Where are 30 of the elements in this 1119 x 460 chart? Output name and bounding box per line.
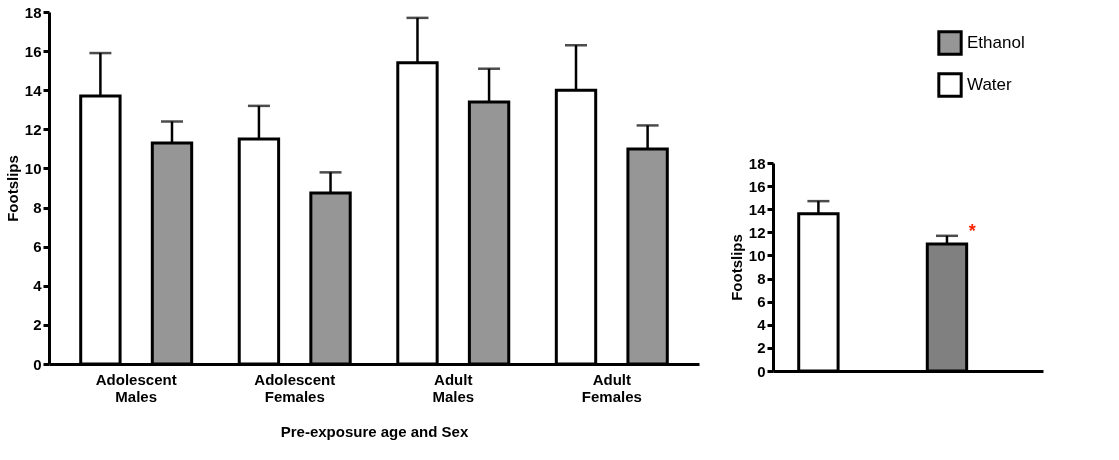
legend-label: Ethanol: [967, 33, 1025, 52]
x-axis-title: Pre-exposure age and Sex: [280, 422, 469, 440]
y-tick-label: 10: [24, 159, 42, 177]
y-tick-label: 2: [757, 339, 766, 357]
y-tick-label: 0: [757, 362, 766, 380]
x-tick-label: Adolescent Males: [95, 370, 177, 405]
y-tick-label: 10: [748, 246, 766, 264]
y-axis-title: Footslips: [3, 155, 21, 222]
x-tick-label: Adult Females: [581, 370, 642, 405]
y-tick-label: 14: [748, 200, 767, 218]
y-tick-label: 2: [33, 316, 42, 334]
y-tick-label: 6: [33, 238, 42, 256]
y-tick-label: 6: [757, 293, 766, 311]
y-tick-label: 4: [757, 316, 767, 334]
legend-label: Water: [967, 75, 1013, 94]
y-tick-label: 4: [33, 277, 43, 295]
y-tick-label: 16: [24, 42, 42, 60]
y-tick-label: 12: [748, 223, 766, 241]
x-tick-label: Adolescent Females: [254, 370, 336, 405]
y-tick-label: 14: [24, 81, 43, 99]
y-tick-label: 18: [748, 154, 766, 172]
annotation: *: [968, 220, 976, 241]
x-tick-label: Adult Males: [432, 370, 475, 405]
y-tick-label: 12: [24, 120, 42, 138]
y-tick-label: 0: [33, 355, 42, 373]
y-axis-title: Footslips: [727, 234, 745, 301]
y-tick-label: 8: [33, 199, 42, 217]
y-tick-label: 18: [24, 3, 42, 21]
y-tick-label: 16: [748, 177, 766, 195]
y-tick-label: 8: [757, 270, 766, 288]
